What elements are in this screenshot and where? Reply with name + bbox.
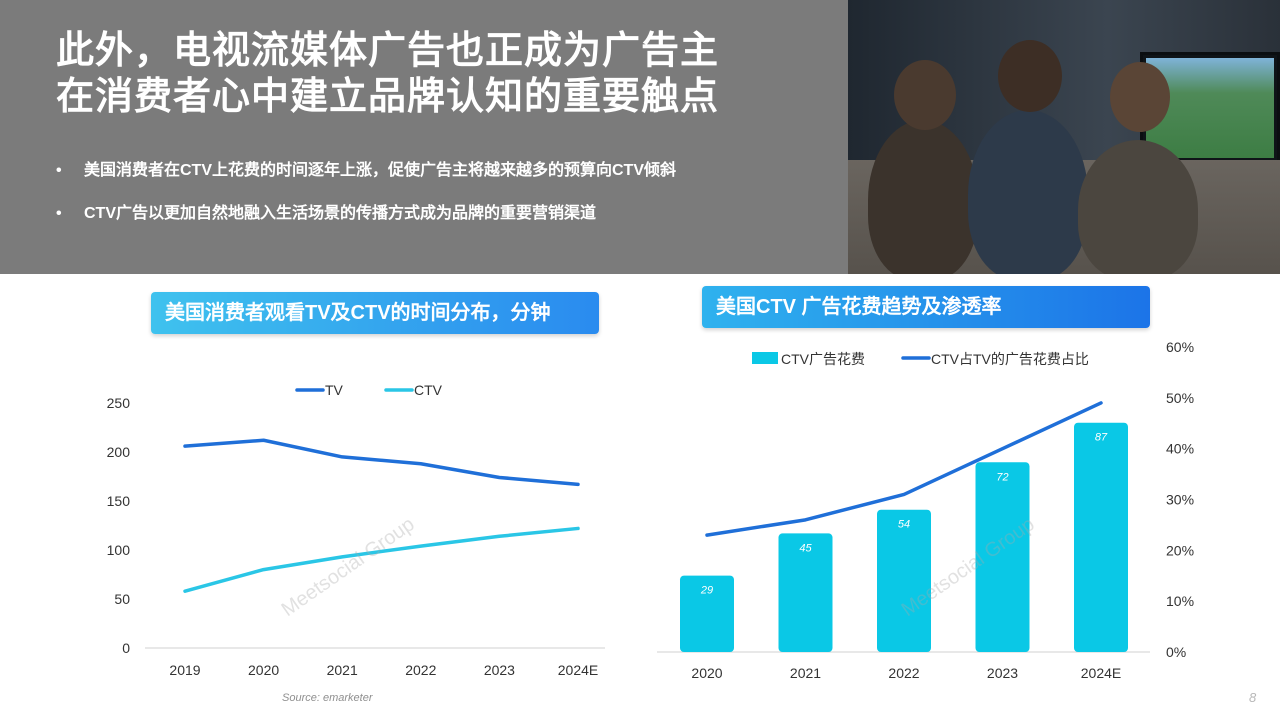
legend-label: CTV广告花费	[781, 351, 865, 367]
y-tick-label: 200	[107, 444, 131, 460]
left-line-chart: 0 50 100 150 200 250 2019 2020 2021 2022 2023 2024E…	[107, 382, 605, 678]
bar-ctv-spend	[1074, 422, 1128, 652]
legend-swatch	[752, 352, 778, 364]
bar-ctv-spend	[680, 575, 734, 652]
y-tick-label: 0	[122, 640, 130, 656]
y-tick-label: 250	[107, 395, 131, 411]
tv-viewers-photo	[848, 0, 1280, 274]
legend-label: CTV	[414, 382, 443, 398]
x-tick-label: 2020	[691, 665, 722, 681]
y-tick-label: 150	[107, 493, 131, 509]
source-note: Source: emarketer	[282, 692, 373, 704]
page-title: 此外，电视流媒体广告也正成为广告主 在消费者心中建立品牌认知的重要触点	[56, 28, 836, 120]
bar-data-label: 45	[799, 542, 812, 554]
series-line-share	[705, 401, 1103, 537]
bar-data-label: 87	[1095, 432, 1108, 444]
bar-data-label: 54	[898, 519, 910, 531]
legend-label: CTV占TV的广告花费占比	[931, 351, 1089, 367]
right-bar-chart: 29 45 54 72 87 0% 10% 20% 30% 40% 50% 60% 2020 2021 20…	[657, 339, 1194, 681]
right-chart-title: 美国CTV 广告花费趋势及渗透率	[702, 286, 1150, 328]
y-tick-label: 100	[107, 542, 131, 558]
x-tick-label: 2023	[987, 665, 1018, 681]
bullet-list: 美国消费者在CTV上花费的时间逐年上涨，促使广告主将越来越多的预算向CTV倾斜 …	[56, 160, 836, 246]
title-line-1: 此外，电视流媒体广告也正成为广告主	[56, 30, 720, 72]
y2-tick-label: 50%	[1166, 390, 1194, 406]
y2-tick-label: 60%	[1166, 339, 1194, 355]
y2-tick-label: 20%	[1166, 542, 1194, 558]
x-tick-label: 2023	[484, 662, 515, 678]
bar-ctv-spend	[877, 509, 931, 652]
x-tick-label: 2024E	[1081, 665, 1121, 681]
header-band	[0, 0, 848, 274]
x-tick-label: 2022	[888, 665, 919, 681]
x-tick-label: 2024E	[558, 662, 598, 678]
y2-tick-label: 30%	[1166, 492, 1194, 508]
legend-label: TV	[325, 382, 344, 398]
x-tick-label: 2021	[327, 662, 358, 678]
series-line-ctv	[183, 526, 580, 593]
series-line-tv	[183, 438, 580, 487]
x-tick-label: 2021	[790, 665, 821, 681]
x-tick-label: 2020	[248, 662, 279, 678]
bar-data-label: 29	[700, 585, 713, 597]
y2-tick-label: 10%	[1166, 593, 1194, 609]
y-tick-label: 50	[114, 591, 130, 607]
bar-data-label: 72	[996, 471, 1008, 483]
y2-tick-label: 40%	[1166, 441, 1194, 457]
title-line-2: 在消费者心中建立品牌认知的重要触点	[56, 76, 720, 118]
left-chart-title: 美国消费者观看TV及CTV的时间分布，分钟	[151, 292, 599, 334]
page-number: 8	[1249, 690, 1257, 705]
bar-ctv-spend	[778, 533, 833, 652]
x-tick-label: 2022	[405, 662, 436, 678]
x-tick-label: 2019	[169, 662, 200, 678]
y2-tick-label: 0%	[1166, 644, 1186, 660]
bullet-item: 美国消费者在CTV上花费的时间逐年上涨，促使广告主将越来越多的预算向CTV倾斜	[56, 160, 836, 182]
bullet-item: CTV广告以更加自然地融入生活场景的传播方式成为品牌的重要营销渠道	[56, 203, 836, 225]
bar-ctv-spend	[975, 462, 1030, 652]
